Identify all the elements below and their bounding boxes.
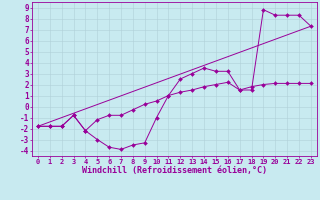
X-axis label: Windchill (Refroidissement éolien,°C): Windchill (Refroidissement éolien,°C) — [82, 166, 267, 175]
